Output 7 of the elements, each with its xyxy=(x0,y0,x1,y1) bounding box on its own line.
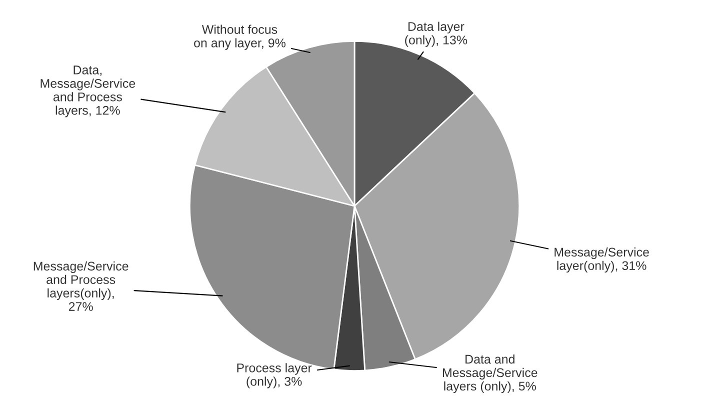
slice-label: Message/Service layer(only), 31% xyxy=(554,247,649,273)
slice-label: Data and Message/Service layers (only), 5% xyxy=(442,354,538,394)
slice-label: Message/Service and Process layers(only), 27% xyxy=(34,261,128,311)
slice-label: Data layer (only), 13% xyxy=(405,22,468,47)
slice-label: Without focus on any layer, 9% xyxy=(194,24,286,50)
slice-label: Process layer (only), 3% xyxy=(237,363,312,388)
slice-label: Data, Message/Service and Process layers, 12% xyxy=(40,66,136,118)
